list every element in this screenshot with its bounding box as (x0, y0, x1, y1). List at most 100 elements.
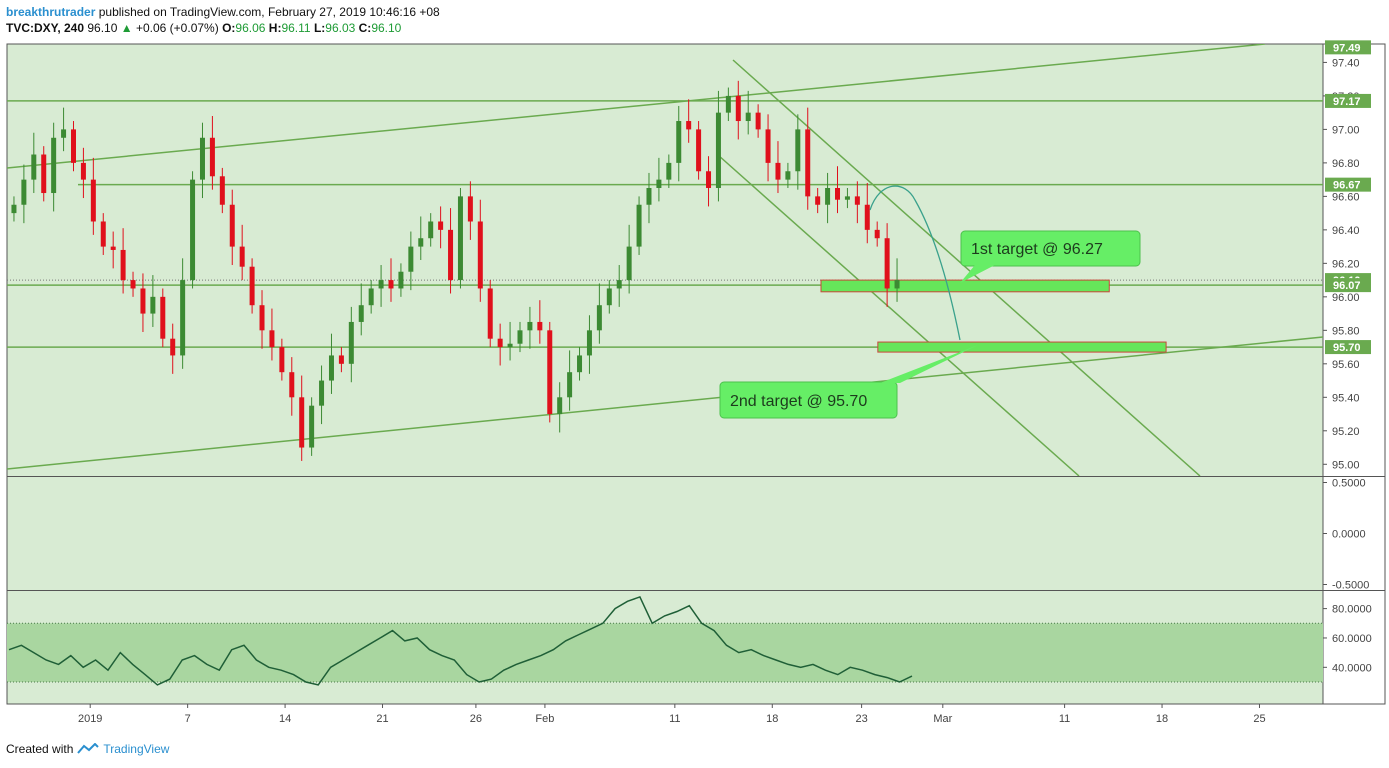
candle[interactable] (388, 280, 394, 289)
candle[interactable] (398, 271, 404, 289)
candle[interactable] (477, 221, 483, 289)
candle[interactable] (765, 129, 771, 163)
candle[interactable] (557, 397, 563, 415)
candle[interactable] (894, 280, 900, 289)
candle[interactable] (517, 330, 523, 344)
oscillator-panel[interactable] (7, 477, 1323, 590)
candle[interactable] (715, 112, 721, 188)
author-link[interactable]: breakthrutrader (6, 5, 96, 19)
candle[interactable] (884, 238, 890, 289)
candle[interactable] (507, 343, 513, 348)
candle[interactable] (448, 229, 454, 281)
candle[interactable] (487, 288, 493, 339)
candle[interactable] (328, 355, 334, 381)
candle[interactable] (438, 221, 444, 230)
candle[interactable] (80, 162, 86, 180)
candle[interactable] (706, 171, 712, 188)
candle[interactable] (785, 171, 791, 180)
candle[interactable] (190, 179, 196, 281)
candle[interactable] (130, 280, 136, 289)
candle[interactable] (835, 188, 841, 200)
candle[interactable] (844, 196, 850, 200)
candle[interactable] (279, 347, 285, 373)
candle[interactable] (467, 196, 473, 222)
candle[interactable] (606, 288, 612, 306)
candle[interactable] (408, 246, 414, 272)
candle[interactable] (775, 162, 781, 180)
candle[interactable] (527, 321, 533, 331)
candle[interactable] (61, 129, 67, 138)
price-badge[interactable] (1325, 40, 1371, 55)
candle[interactable] (70, 129, 76, 163)
candle[interactable] (249, 266, 255, 306)
candle[interactable] (596, 305, 602, 331)
candle[interactable] (676, 121, 682, 163)
tradingview-brand-link[interactable]: TradingView (103, 742, 170, 756)
candle[interactable] (219, 176, 225, 205)
price-badge[interactable] (1325, 93, 1371, 108)
candle[interactable] (120, 249, 126, 281)
candle[interactable] (418, 238, 424, 247)
candle[interactable] (745, 112, 751, 122)
candle[interactable] (497, 338, 503, 348)
candle[interactable] (100, 221, 106, 247)
candle[interactable] (110, 246, 116, 250)
candle[interactable] (150, 296, 156, 314)
candle[interactable] (229, 204, 235, 247)
candle[interactable] (735, 95, 741, 122)
candle[interactable] (815, 196, 821, 205)
candle[interactable] (537, 321, 543, 331)
candle[interactable] (457, 196, 463, 281)
candle[interactable] (626, 246, 632, 281)
candle[interactable] (358, 305, 364, 322)
candle[interactable] (547, 330, 553, 415)
candle[interactable] (825, 188, 831, 205)
candle[interactable] (299, 397, 305, 448)
candle[interactable] (577, 355, 583, 373)
candle[interactable] (338, 355, 344, 364)
price-badge[interactable] (1325, 340, 1371, 355)
candle[interactable] (348, 321, 354, 364)
candle[interactable] (864, 204, 870, 230)
candle[interactable] (41, 154, 47, 194)
callout-first-target[interactable]: 1st target @ 96.27 (960, 230, 1141, 283)
candle[interactable] (795, 129, 801, 172)
candle[interactable] (31, 154, 37, 180)
candle[interactable] (646, 188, 652, 205)
price-badge[interactable] (1325, 278, 1371, 293)
candle[interactable] (616, 280, 622, 289)
candle[interactable] (160, 296, 166, 339)
candle[interactable] (51, 137, 57, 194)
candle[interactable] (199, 137, 205, 180)
candle[interactable] (805, 129, 811, 197)
candle[interactable] (11, 204, 17, 214)
callout-second-target[interactable]: 2nd target @ 95.70 (719, 345, 978, 419)
candle[interactable] (854, 196, 860, 205)
candle[interactable] (755, 112, 761, 130)
candle[interactable] (378, 280, 384, 289)
candle[interactable] (725, 95, 731, 113)
candle[interactable] (874, 229, 880, 239)
candle[interactable] (586, 330, 592, 356)
candle[interactable] (140, 288, 146, 314)
candle[interactable] (170, 338, 176, 356)
symbol-interval[interactable]: TVC:DXY, 240 (6, 21, 85, 35)
candle[interactable] (368, 288, 374, 306)
price-badge[interactable] (1325, 177, 1371, 192)
candle[interactable] (21, 179, 27, 205)
candle[interactable] (567, 372, 573, 398)
candle[interactable] (239, 246, 245, 267)
candle[interactable] (309, 405, 315, 448)
candle[interactable] (696, 129, 702, 172)
target-zone-2[interactable] (877, 341, 1167, 353)
candle[interactable] (428, 221, 434, 239)
candle[interactable] (269, 330, 275, 348)
candle[interactable] (90, 179, 96, 222)
candle[interactable] (209, 137, 215, 177)
candle[interactable] (666, 162, 672, 180)
candle[interactable] (656, 179, 662, 188)
target-zone-1[interactable] (820, 279, 1110, 293)
candle[interactable] (319, 380, 325, 406)
candle[interactable] (289, 372, 295, 398)
